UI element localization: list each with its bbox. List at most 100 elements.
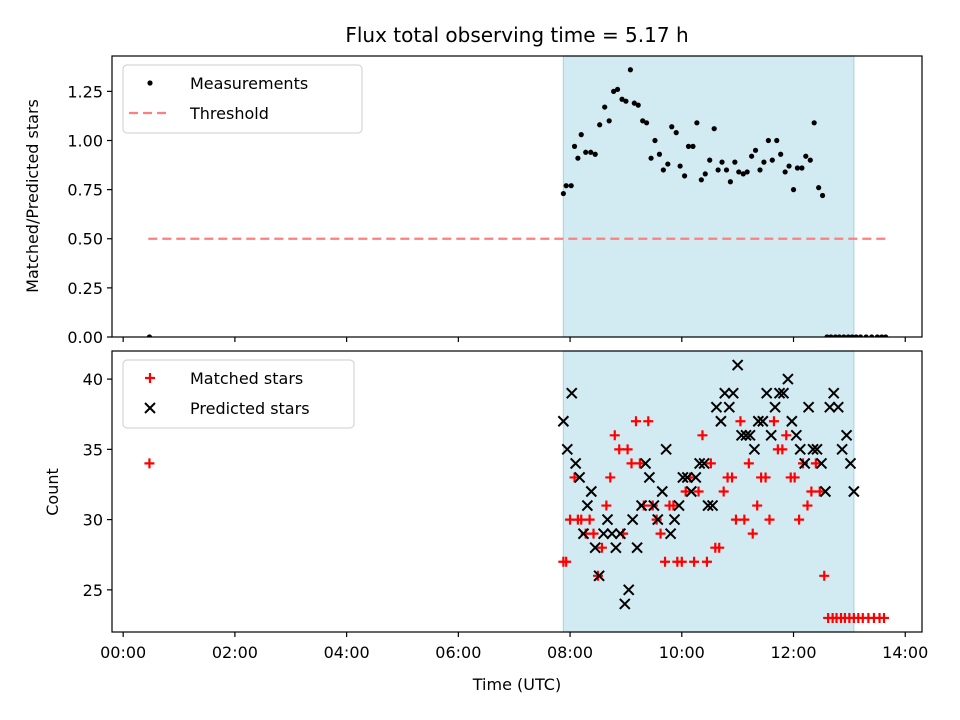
matched-star-point xyxy=(798,458,809,469)
measurement-point xyxy=(619,96,625,102)
matched-star-point xyxy=(588,528,599,539)
matched-star-point xyxy=(655,528,666,539)
measurement-point xyxy=(819,192,826,199)
measurement-point xyxy=(863,334,869,337)
predicted-star-point xyxy=(660,443,672,456)
matched-star-point xyxy=(794,514,805,525)
predicted-star-point xyxy=(643,471,656,484)
measurement-point xyxy=(836,334,842,337)
matched-star-point xyxy=(144,458,155,469)
predicted-star-point xyxy=(677,471,689,484)
bottom-y-axis-label: Count xyxy=(43,468,62,516)
measurement-point xyxy=(757,167,763,173)
matched-star-point xyxy=(781,430,792,441)
legend-entry: Threshold xyxy=(189,104,269,123)
measurement-point xyxy=(602,104,608,110)
measurement-point xyxy=(656,151,663,157)
y-tick-label: 25 xyxy=(83,581,103,600)
observing-span-shading xyxy=(562,350,855,633)
measurement-point xyxy=(874,334,880,337)
predicted-star-point xyxy=(802,401,815,413)
predicted-star-point xyxy=(844,457,857,470)
measurement-point xyxy=(560,190,566,197)
matched-star-point xyxy=(689,556,700,567)
measurement-point xyxy=(588,149,594,155)
predicted-star-point xyxy=(664,527,677,540)
predicted-star-point xyxy=(798,457,811,470)
chart-title: Flux total observing time = 5.17 h xyxy=(345,23,688,47)
x-tick-label: 00:00 xyxy=(100,643,146,662)
predicted-star-point xyxy=(807,443,819,456)
measurement-point xyxy=(857,334,864,337)
measurement-point xyxy=(583,149,589,155)
matched-star-point xyxy=(584,514,595,525)
measurement-point xyxy=(869,334,875,337)
predicted-star-point xyxy=(794,443,806,456)
measurement-point xyxy=(736,169,742,175)
legend-marker xyxy=(147,80,153,86)
measurement-point xyxy=(690,143,696,149)
series-measurements xyxy=(146,67,889,337)
measurement-point xyxy=(571,143,578,149)
measurement-point xyxy=(732,159,738,165)
matched-star-point xyxy=(643,416,654,427)
predicted-star-point xyxy=(639,457,652,470)
matched-star-point xyxy=(789,472,800,483)
y-tick-label: 1.25 xyxy=(67,82,103,101)
predicted-star-point xyxy=(765,429,777,442)
measurement-point xyxy=(849,334,855,337)
matched-star-point xyxy=(601,500,612,511)
predicted-star-point xyxy=(782,373,794,385)
measurement-point xyxy=(146,334,153,337)
measurement-point xyxy=(597,122,603,128)
measurement-point xyxy=(563,183,569,189)
matched-star-point xyxy=(609,430,620,441)
matched-star-point xyxy=(668,500,679,511)
predicted-star-point xyxy=(623,584,635,596)
measurement-point xyxy=(673,130,679,136)
matched-star-point xyxy=(743,458,754,469)
measurement-point xyxy=(575,155,581,161)
x-tick-label: 08:00 xyxy=(547,643,593,662)
x-tick-label: 06:00 xyxy=(435,643,481,662)
observing-span-shading xyxy=(562,55,855,338)
predicted-star-point xyxy=(597,527,610,540)
measurement-point xyxy=(711,126,717,132)
measurement-point xyxy=(652,137,658,144)
measurement-point xyxy=(744,169,750,175)
predicted-star-point xyxy=(589,541,601,554)
measurement-point xyxy=(669,124,675,130)
measurement-point xyxy=(740,171,746,177)
measurement-point xyxy=(623,98,629,104)
measurement-point xyxy=(794,165,801,171)
matched-star-point xyxy=(596,542,607,553)
matched-star-point xyxy=(752,500,763,511)
x-tick-label: 02:00 xyxy=(212,643,258,662)
measurement-point xyxy=(568,183,574,189)
matched-star-point xyxy=(626,458,637,469)
measurement-point xyxy=(774,137,780,144)
predicted-star-point xyxy=(727,387,739,399)
measurement-point xyxy=(719,159,725,165)
measurement-point xyxy=(694,120,700,126)
predicted-star-point xyxy=(631,541,643,554)
predicted-star-point xyxy=(836,443,848,456)
predicted-star-point xyxy=(681,471,694,484)
predicted-star-point xyxy=(769,401,781,413)
measurement-point xyxy=(790,187,797,193)
measurement-point xyxy=(631,100,637,106)
predicted-star-point xyxy=(652,513,664,526)
measurement-point xyxy=(799,165,805,171)
y-tick-label: 0.25 xyxy=(67,279,103,298)
measurement-point xyxy=(727,179,733,185)
measurement-point xyxy=(627,67,634,73)
measurement-point xyxy=(685,143,692,149)
predicted-star-point xyxy=(698,457,710,470)
legend: Measurements Threshold xyxy=(122,64,363,134)
predicted-star-point xyxy=(648,499,660,512)
matched-star-point xyxy=(718,486,729,497)
matched-star-point xyxy=(768,416,779,427)
measurement-point xyxy=(698,177,704,183)
matched-star-point xyxy=(806,486,817,497)
